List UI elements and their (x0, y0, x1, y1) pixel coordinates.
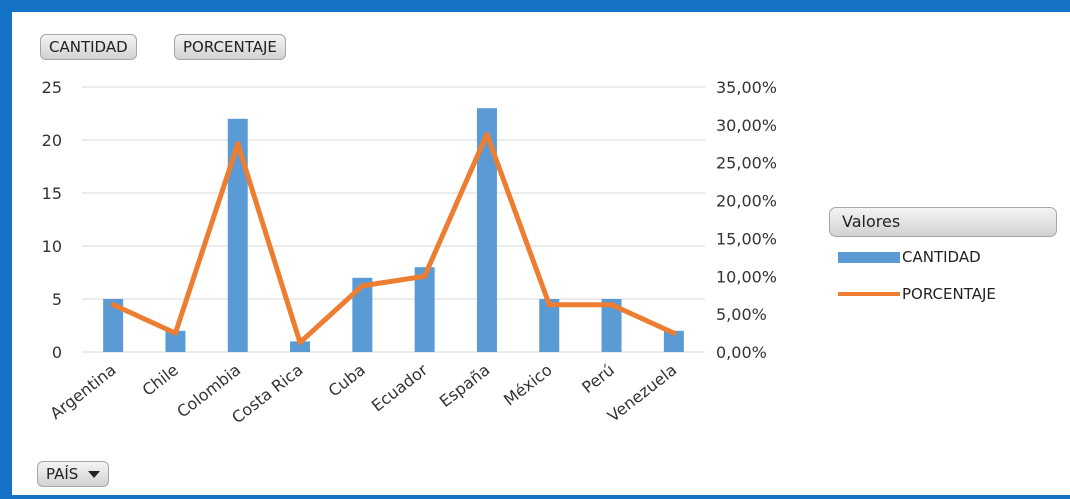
y2-tick-label: 0,00% (716, 343, 767, 362)
line-series-path (110, 131, 677, 345)
line-point (235, 141, 241, 147)
y2-tick-label: 10,00% (716, 267, 777, 286)
legend-swatch-bar (838, 252, 900, 263)
bar (539, 299, 560, 352)
y2-axis-ticks: 0,00% 5,00% 10,00% 15,00% 20,00% 25,00% 30,00%… (716, 78, 777, 362)
cantidad-field-button[interactable]: CANTIDAD (40, 34, 137, 60)
bar (663, 330, 684, 352)
bar (414, 267, 435, 352)
line-point (172, 330, 178, 336)
y2-tick-label: 20,00% (716, 192, 777, 211)
window-frame-bottom (12, 495, 1070, 499)
window-frame-top (0, 0, 1070, 12)
x-tick-label: Ecuador (368, 360, 432, 415)
chevron-down-icon[interactable] (88, 471, 101, 478)
window-frame-left (0, 0, 12, 499)
line-point (110, 302, 116, 308)
line-point (359, 283, 365, 289)
y-tick-label: 0 (52, 343, 62, 362)
line-point (671, 330, 677, 336)
bar (227, 118, 248, 352)
porcentaje-field-button[interactable]: PORCENTAJE (174, 34, 286, 60)
line-series (110, 131, 677, 346)
y2-tick-label: 25,00% (716, 154, 777, 173)
bar (601, 299, 622, 352)
x-tick-label: Perú (578, 360, 618, 397)
y2-tick-label: 35,00% (716, 78, 777, 97)
line-point (609, 302, 615, 308)
x-tick-label: Chile (139, 360, 182, 400)
legend-label: CANTIDAD (902, 248, 981, 266)
line-point (484, 131, 490, 137)
line-point (297, 340, 303, 346)
legend-label: PORCENTAJE (902, 285, 996, 303)
bar-series (103, 108, 684, 352)
x-tick-label: Venezuela (604, 360, 680, 426)
pais-label: PAÍS (46, 465, 79, 483)
bar (290, 341, 311, 352)
y-axis-ticks: 0 5 10 15 20 25 (42, 78, 62, 362)
y2-tick-label: 5,00% (716, 305, 767, 324)
y2-tick-label: 15,00% (716, 229, 777, 248)
bar (165, 330, 186, 352)
y-tick-label: 15 (42, 184, 62, 203)
pais-filter-button[interactable]: PAÍS (37, 461, 110, 487)
bar (103, 299, 124, 352)
x-tick-label: España (436, 360, 494, 411)
gridlines (82, 86, 705, 353)
bar (476, 108, 497, 352)
y-tick-label: 10 (42, 237, 62, 256)
y-tick-label: 5 (52, 290, 62, 309)
y2-tick-label: 30,00% (716, 116, 777, 135)
x-tick-label: Cuba (325, 360, 369, 400)
bar (352, 277, 373, 352)
x-tick-label: Argentina (46, 360, 119, 423)
legend-swatch-line (838, 292, 900, 296)
y-tick-label: 20 (42, 131, 62, 150)
line-point (422, 273, 428, 279)
y-tick-label: 25 (42, 78, 62, 97)
line-point (546, 302, 552, 308)
legend-title[interactable]: Valores (829, 207, 1057, 237)
x-tick-label: México (500, 360, 556, 409)
